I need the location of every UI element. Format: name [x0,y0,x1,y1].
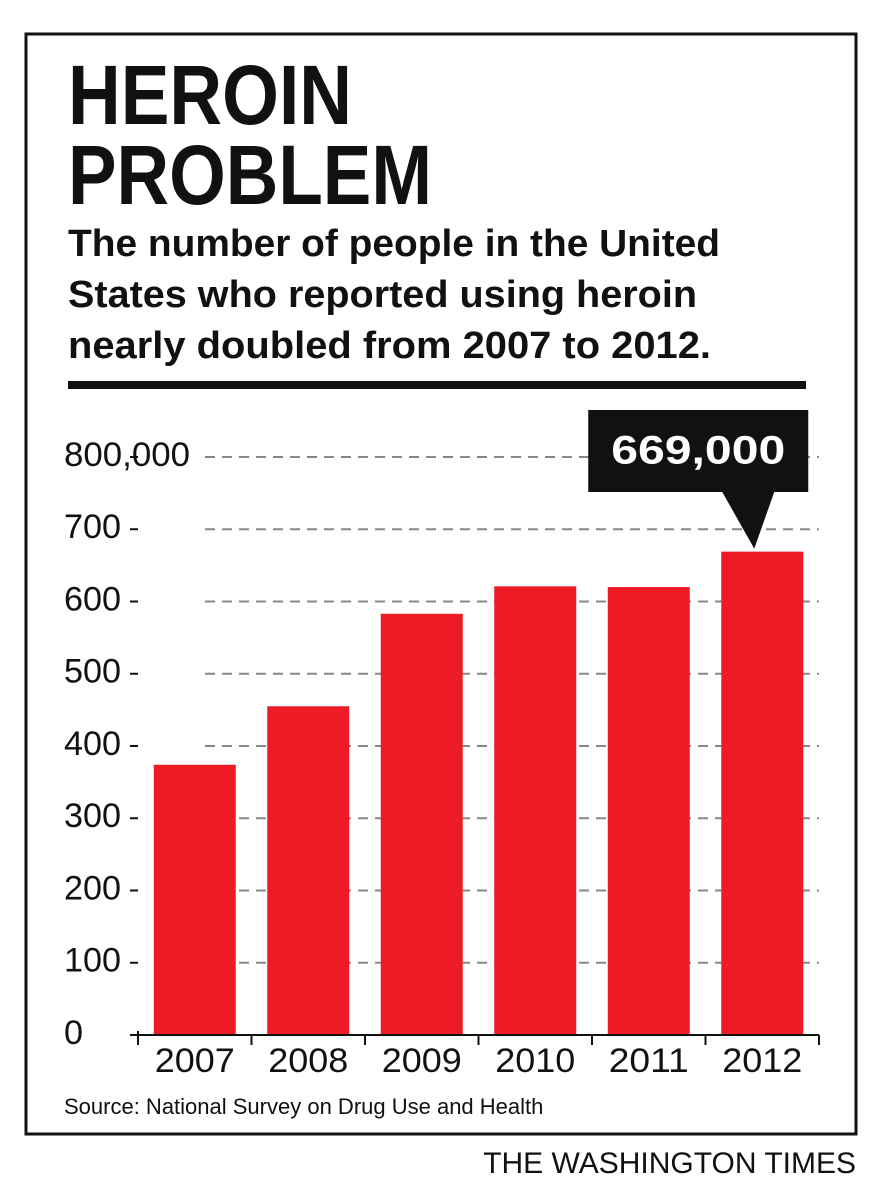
frame [24,32,858,1136]
y-tick-label: 700 [64,508,121,546]
x-tick-label: 2009 [382,1042,462,1080]
bar [153,764,236,1035]
y-tick-label: 300 [64,797,121,835]
bar [380,613,463,1035]
bar [607,587,690,1035]
callout-box [588,410,809,549]
x-tick-label: 2012 [722,1042,802,1080]
source: Source: National Survey on Drug Use and … [64,1094,543,1119]
credit: THE WASHINGTON TIMES [483,1147,856,1180]
bar [721,551,804,1035]
x-tick-label: 2008 [268,1042,348,1080]
x-tick-label: 2007 [155,1042,235,1080]
bar [494,586,577,1035]
subtitle-line: nearly doubled from 2007 to 2012. [68,325,711,367]
title-line: PROBLEM [68,128,432,222]
x-tick-label: 2010 [495,1042,575,1080]
data-label: 669,000 [611,429,785,473]
title-line: HEROIN [68,48,352,142]
bar [267,706,350,1035]
subtitle-line: States who reported using heroin [68,274,697,316]
y-tick-label: 600 [64,580,121,618]
subtitle-line: The number of people in the United [68,223,720,265]
y-tick-label: 800,000 [64,436,190,474]
y-tick-label: 200 [64,869,121,907]
y-tick-label: 100 [64,942,121,980]
y-tick-label: 400 [64,725,121,763]
x-tick-label: 2011 [609,1042,689,1080]
rule [68,381,806,389]
y-tick-label: 0 [64,1014,83,1052]
y-tick-label: 500 [64,653,121,691]
